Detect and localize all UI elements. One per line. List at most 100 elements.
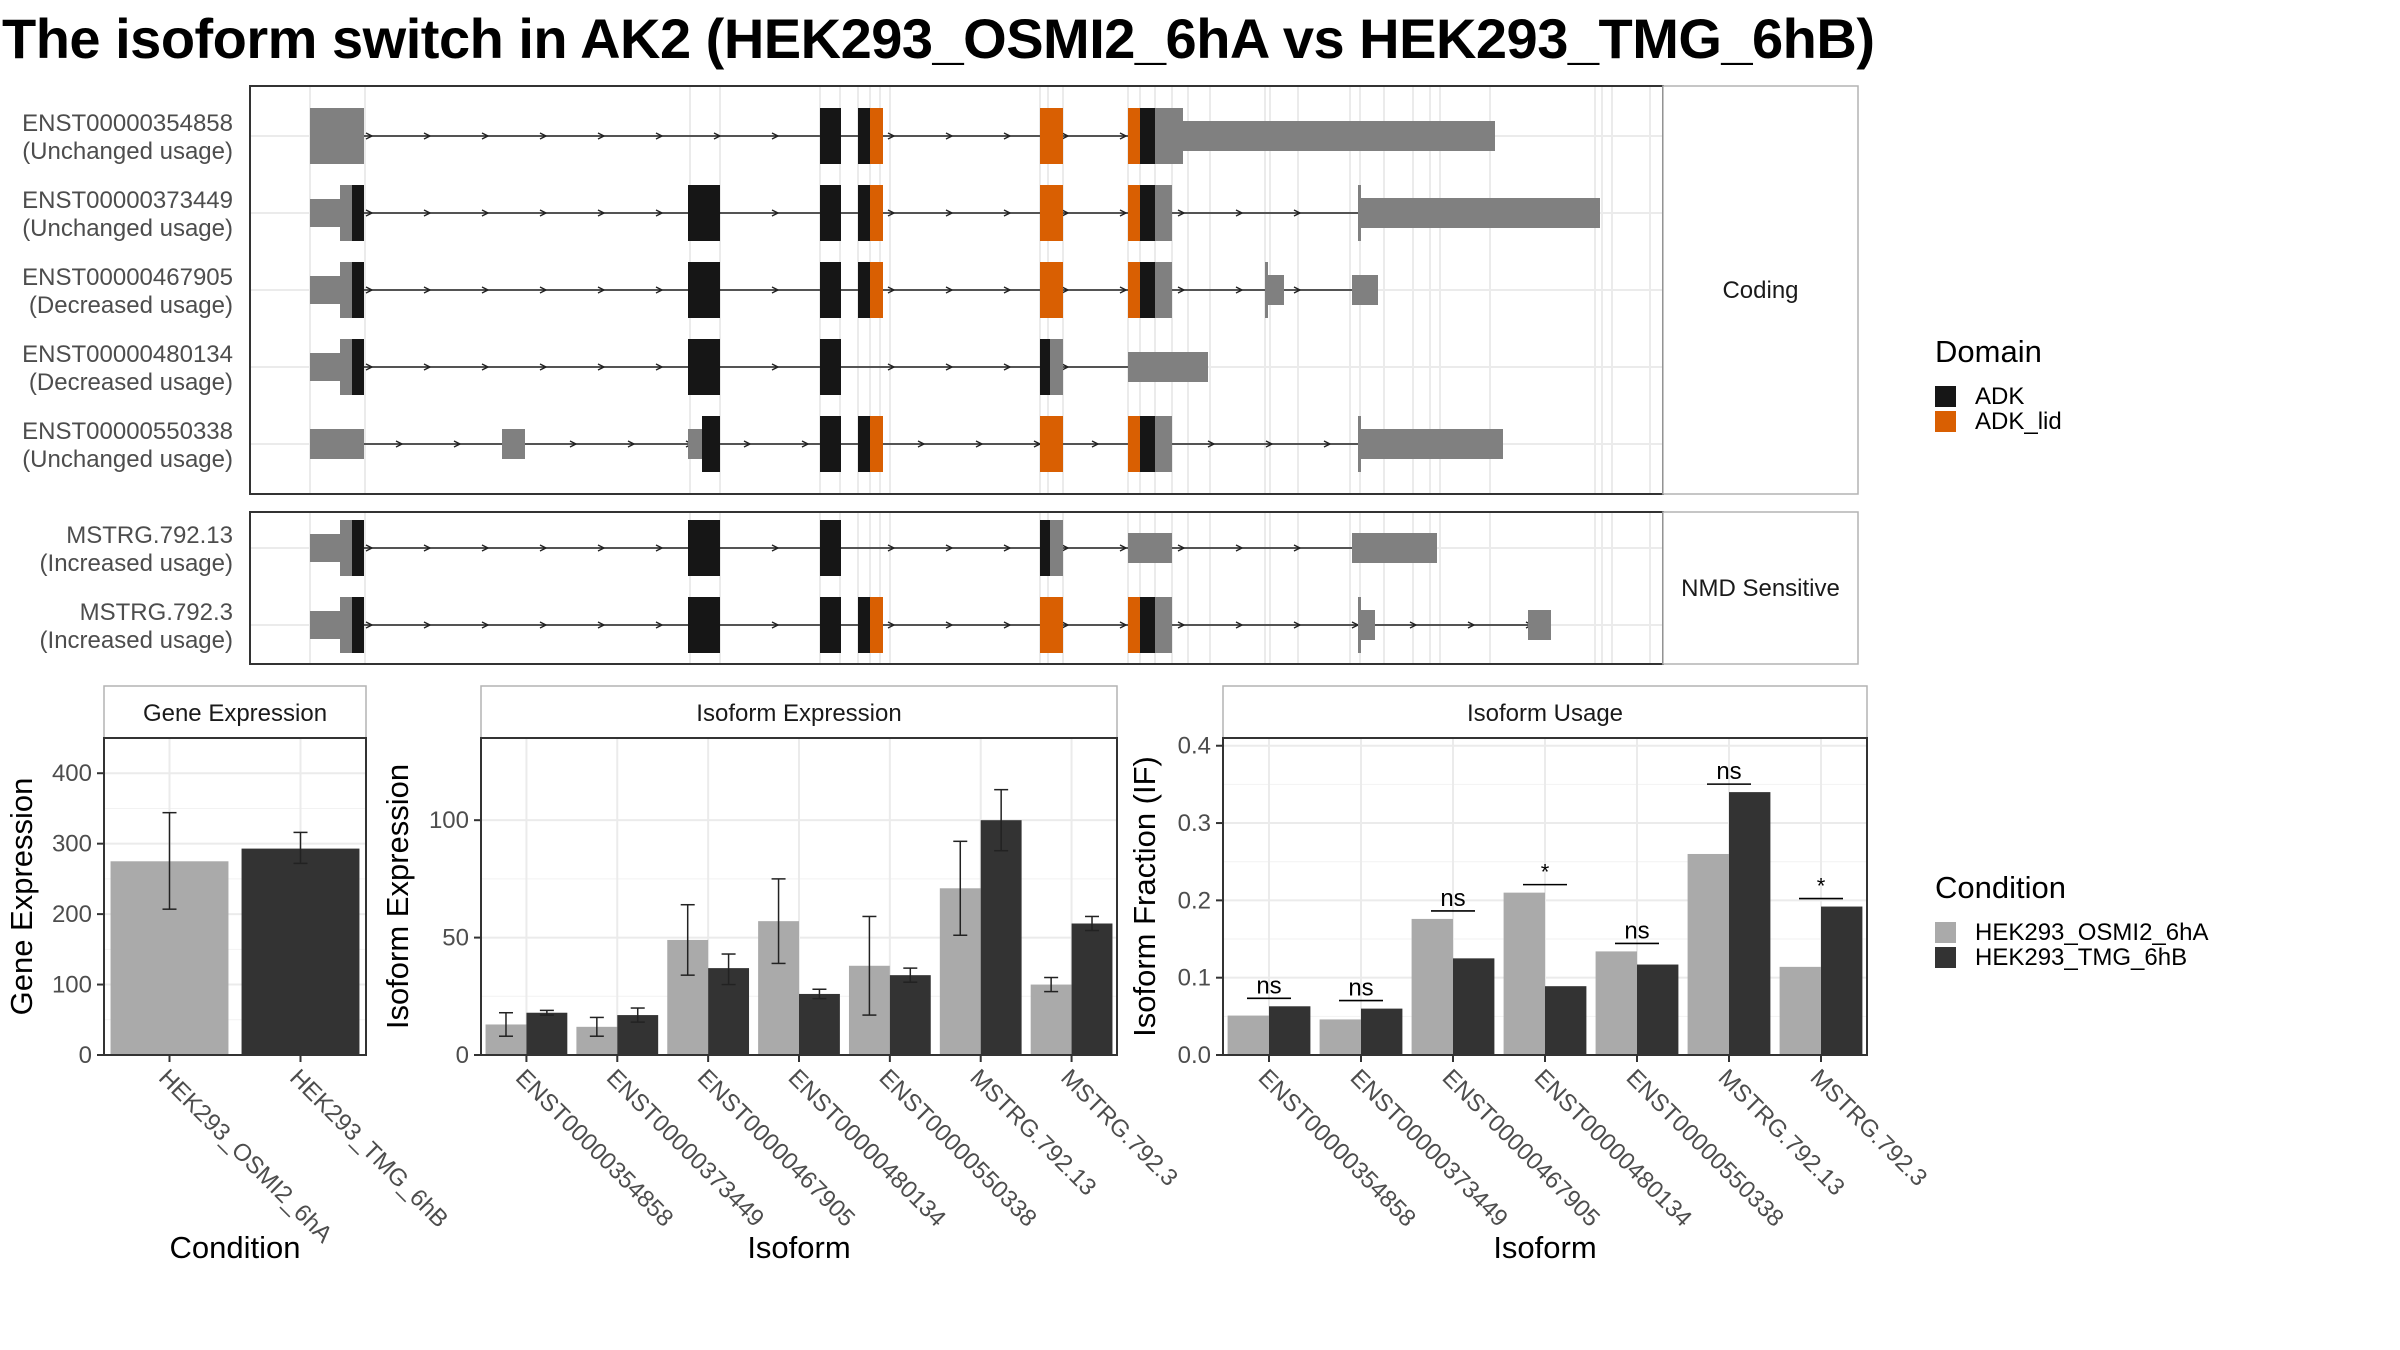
intron-arrow [597, 286, 606, 294]
domain-adk-lid [1040, 108, 1063, 164]
domain-adk [858, 185, 870, 241]
intron-arrow [1235, 544, 1244, 552]
intron-arrow [771, 209, 780, 217]
domain-adk [688, 520, 720, 576]
y-axis-title: Isoform Fraction (IF) [1127, 756, 1162, 1037]
legend-title: Condition [1935, 870, 2066, 905]
panel-strip-label: NMD Sensitive [1681, 575, 1840, 602]
y-tick-label: 300 [52, 831, 92, 858]
y-tick-label: 0.1 [1178, 965, 1211, 992]
intron-arrow [539, 132, 548, 140]
exon-utr [340, 108, 364, 164]
exon-utr [1128, 352, 1208, 382]
intron-arrow [423, 286, 432, 294]
domain-adk [820, 520, 841, 576]
domain-adk [858, 597, 870, 653]
intron-arrow [1119, 544, 1128, 552]
exon-utr [1155, 108, 1183, 164]
domain-adk-lid [1040, 597, 1063, 653]
exon-utr [1155, 597, 1172, 653]
intron-arrow [539, 363, 548, 371]
exon-utr [1268, 275, 1284, 305]
exon-utr [1528, 610, 1551, 640]
y-tick-label: 0 [79, 1042, 92, 1069]
significance-label: ns [1348, 975, 1373, 1002]
intron-arrow [1235, 209, 1244, 217]
intron-arrow [1119, 286, 1128, 294]
bar-series-2 [799, 993, 840, 1055]
domain-adk [820, 339, 841, 395]
legend-swatch [1935, 386, 1956, 407]
y-tick-label: 0.0 [1178, 1042, 1211, 1069]
intron-arrow [655, 621, 664, 629]
intron-arrow [365, 621, 374, 629]
y-tick-label: 50 [442, 925, 469, 952]
significance-label: ns [1256, 972, 1281, 999]
intron-arrow [365, 209, 374, 217]
isoform-label: MSTRG.792.3 [80, 599, 233, 626]
intron-arrow [597, 132, 606, 140]
x-axis-title: Isoform [1493, 1230, 1596, 1265]
intron-arrow [423, 132, 432, 140]
domain-adk [820, 416, 841, 472]
intron-arrow [887, 363, 896, 371]
legend-label: HEK293_OSMI2_6hA [1975, 919, 2208, 946]
intron-arrow [1409, 621, 1418, 629]
y-tick-label: 0.4 [1178, 733, 1211, 760]
bar-series-2 [1729, 792, 1771, 1055]
panel-strip [1662, 511, 1859, 665]
isoform-usage-label: (Decreased usage) [29, 292, 233, 319]
intron-arrow [887, 544, 896, 552]
intron-arrow [917, 440, 926, 448]
intron-arrow [771, 363, 780, 371]
x-tick-label: ENST00000467905 [1437, 1064, 1605, 1232]
intron-arrow [1003, 209, 1012, 217]
y-tick-label: 0 [456, 1042, 469, 1069]
domain-adk-lid [870, 185, 883, 241]
x-axis-title: Condition [170, 1230, 301, 1265]
y-tick-label: 100 [429, 807, 469, 834]
intron-arrow [771, 544, 780, 552]
exon-utr [1361, 610, 1375, 640]
exon-utr [340, 597, 352, 653]
chart-strip-label: Gene Expression [143, 700, 327, 727]
intron-arrow [481, 621, 490, 629]
exon-utr [340, 520, 352, 576]
domain-adk [1140, 597, 1155, 653]
domain-adk [1040, 339, 1050, 395]
domain-adk [688, 185, 720, 241]
intron-arrow [1061, 363, 1070, 371]
exon-utr [1183, 121, 1495, 151]
domain-adk [352, 597, 364, 653]
domain-adk [352, 262, 364, 318]
intron-arrow [1235, 286, 1244, 294]
intron-arrow [365, 544, 374, 552]
intron-arrow [1119, 209, 1128, 217]
intron-arrow [1003, 621, 1012, 629]
bar-series-1 [1595, 951, 1637, 1055]
domain-adk [1140, 416, 1155, 472]
intron-arrow [1293, 209, 1302, 217]
intron-arrow [945, 132, 954, 140]
intron-arrow [365, 132, 374, 140]
bar-series-2 [1071, 923, 1113, 1055]
intron-arrow [539, 209, 548, 217]
isoform-label: ENST00000354858 [22, 110, 233, 137]
intron-arrow [945, 209, 954, 217]
domain-adk [352, 185, 364, 241]
intron-arrow [801, 440, 810, 448]
intron-arrow [1235, 621, 1244, 629]
intron-arrow [423, 544, 432, 552]
intron-arrow [1091, 440, 1100, 448]
domain-adk [688, 339, 720, 395]
domain-adk [688, 597, 720, 653]
x-tick-label: ENST00000480134 [1529, 1064, 1697, 1232]
isoform-label: ENST00000373449 [22, 187, 233, 214]
intron-arrow [655, 209, 664, 217]
domain-adk [858, 416, 870, 472]
domain-adk [820, 185, 841, 241]
intron-arrow [1061, 286, 1070, 294]
domain-adk-lid [1128, 262, 1140, 318]
exon-utr [310, 108, 340, 164]
intron-arrow [771, 286, 780, 294]
